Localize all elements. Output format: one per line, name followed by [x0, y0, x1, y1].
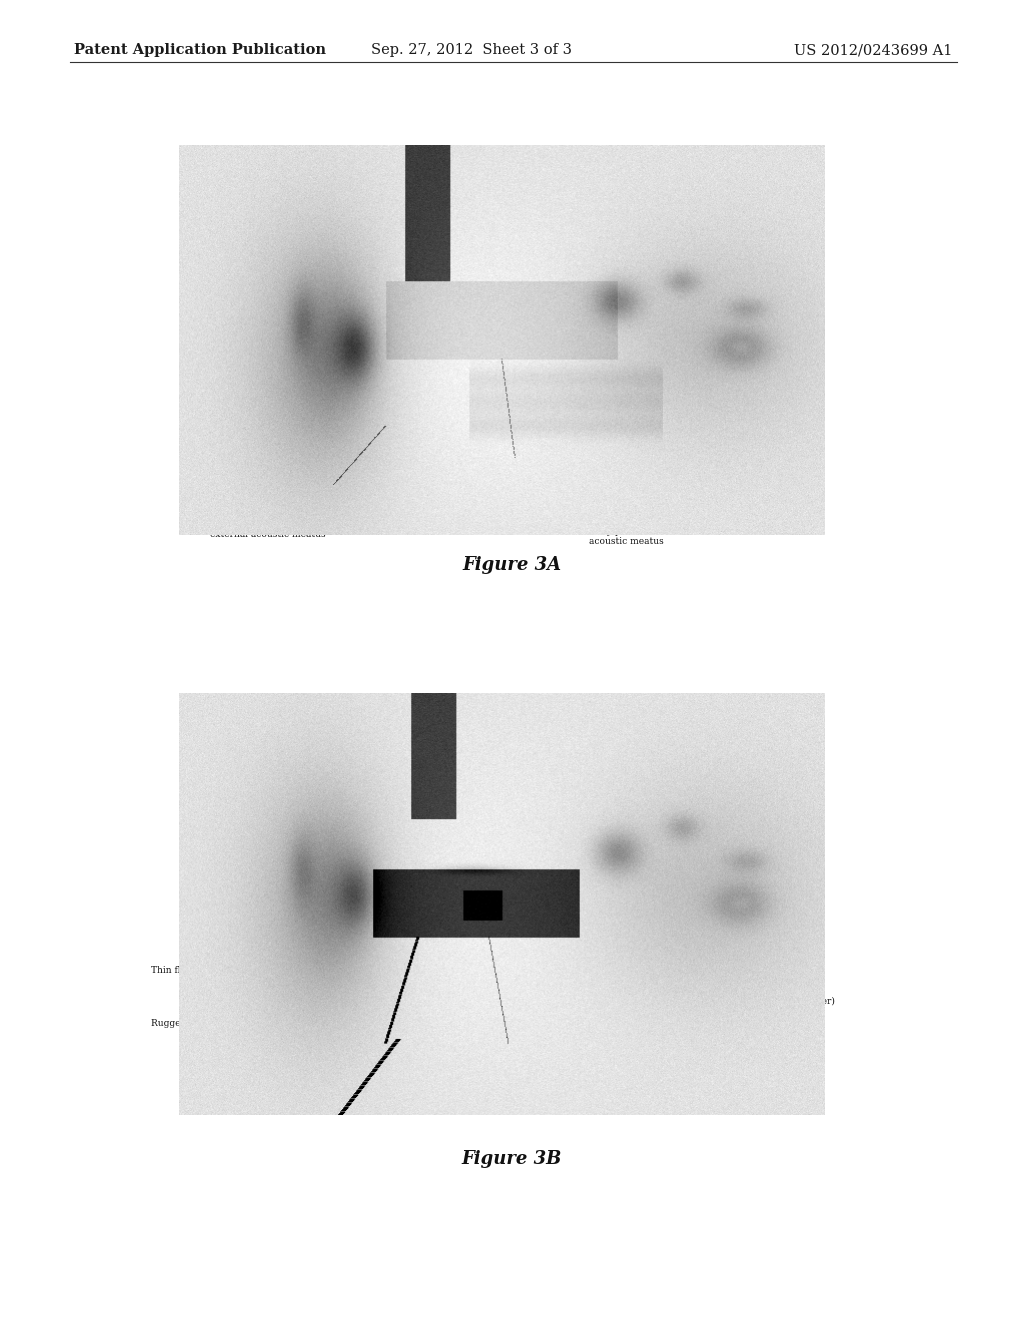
Text: Sep. 27, 2012  Sheet 3 of 3: Sep. 27, 2012 Sheet 3 of 3	[371, 44, 571, 57]
Text: Patent Application Publication: Patent Application Publication	[74, 44, 326, 57]
Text: Cartilaginous part of
external acoustic meatus: Cartilaginous part of external acoustic …	[210, 473, 326, 540]
Text: Foam or other type of earplug: Foam or other type of earplug	[369, 995, 507, 1055]
Text: Figure 3B: Figure 3B	[462, 1150, 562, 1168]
Text: Rugged cable: Rugged cable	[151, 1019, 262, 1038]
Text: Foam encased transducer (microphone or speaker): Foam encased transducer (microphone or s…	[444, 937, 835, 1006]
Text: Bony part of external
acoustic meatus: Bony part of external acoustic meatus	[546, 480, 686, 546]
Text: US 2012/0243699 A1: US 2012/0243699 A1	[794, 44, 952, 57]
Text: Figure 3A: Figure 3A	[463, 556, 561, 574]
Text: Thin flat flex cable: Thin flat flex cable	[151, 923, 279, 975]
